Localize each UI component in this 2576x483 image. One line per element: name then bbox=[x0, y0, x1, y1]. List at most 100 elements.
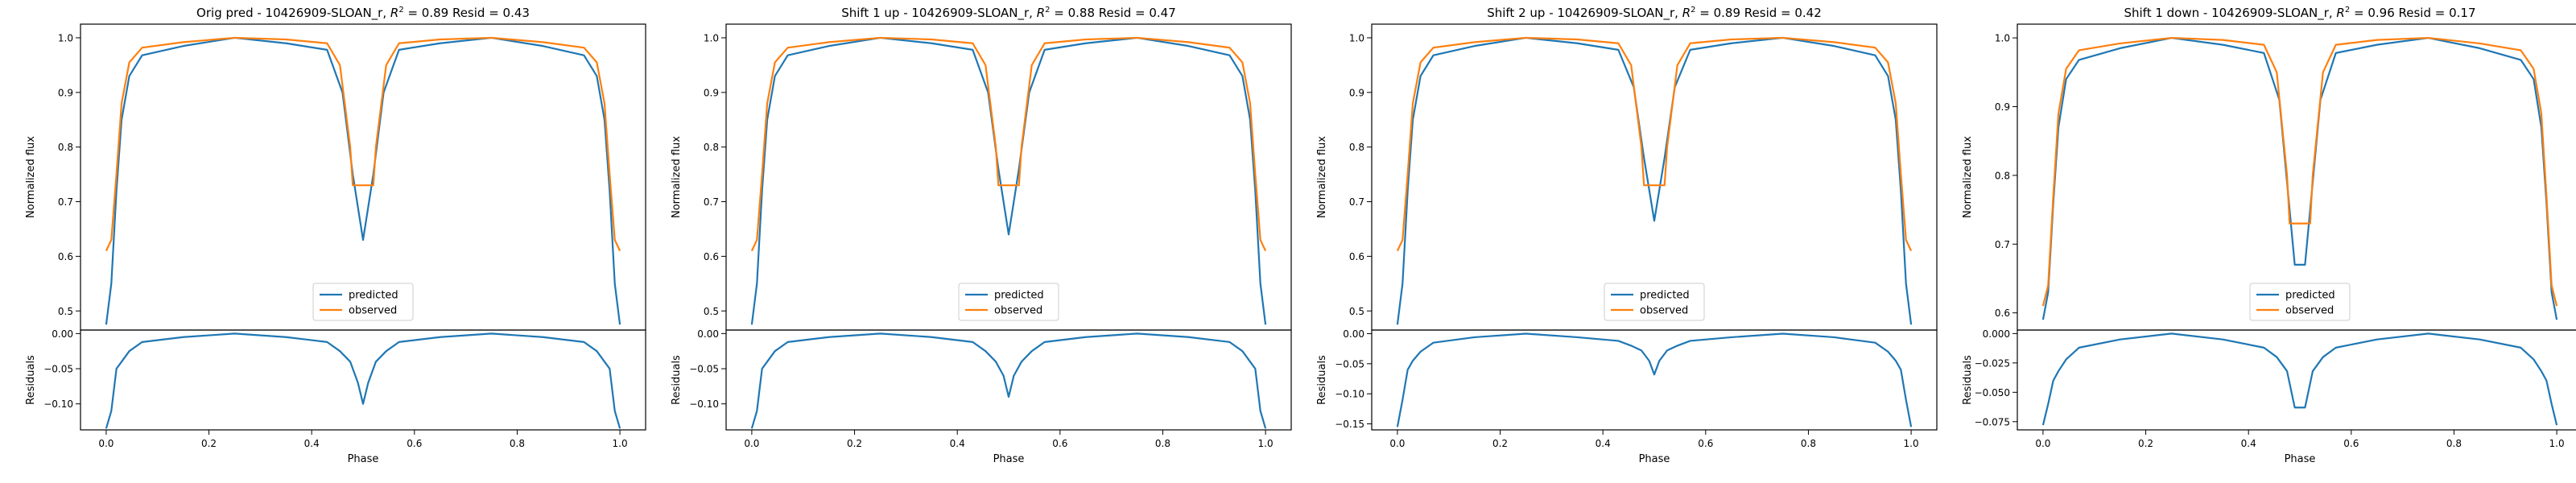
legend-label-predicted: predicted bbox=[1640, 290, 1690, 302]
flux-series-predicted bbox=[2041, 36, 2558, 320]
flux-series-observed bbox=[750, 36, 1267, 252]
flux-series-predicted bbox=[750, 36, 1267, 325]
residual-ytick-label: −0.025 bbox=[1975, 357, 2010, 369]
residual-series-residual bbox=[1396, 332, 1913, 427]
legend-label-predicted: predicted bbox=[2285, 290, 2335, 302]
xtick-label: 0.0 bbox=[98, 438, 114, 449]
xtick-label: 0.2 bbox=[201, 438, 217, 449]
flux-ytick-label: 0.6 bbox=[704, 251, 719, 262]
legend: predicted observed bbox=[2249, 283, 2351, 321]
xtick-label: 0.2 bbox=[1492, 438, 1508, 449]
residual-ytick-label: −0.050 bbox=[1975, 387, 2010, 398]
xtick-label: 0.4 bbox=[304, 438, 320, 449]
flux-series-observed bbox=[105, 36, 621, 252]
xtick-label: 0.2 bbox=[2138, 438, 2153, 449]
xtick-label: 0.4 bbox=[950, 438, 965, 449]
xtick-label: 0.8 bbox=[1155, 438, 1170, 449]
xtick-label: 1.0 bbox=[613, 438, 628, 449]
xtick-label: 0.8 bbox=[2446, 438, 2462, 449]
flux-ytick-label: 0.8 bbox=[1349, 142, 1364, 153]
legend: predicted observed bbox=[312, 283, 414, 321]
residual-ytick-label: −0.075 bbox=[1975, 416, 2010, 427]
flux-ytick-label: 0.7 bbox=[58, 196, 73, 208]
xtick-label: 0.0 bbox=[2035, 438, 2050, 449]
legend: predicted observed bbox=[958, 283, 1059, 321]
flux-ytick-label: 0.6 bbox=[1349, 251, 1364, 262]
flux-ytick-label: 0.9 bbox=[1995, 101, 2010, 113]
flux-series-observed bbox=[1396, 36, 1913, 252]
residual-ytick-label: −0.10 bbox=[1335, 389, 1364, 400]
xtick-label: 1.0 bbox=[1904, 438, 1919, 449]
residual-ytick-label: 0.00 bbox=[1343, 328, 1364, 340]
subplot-1: 0.5 0.6 0.7 0.8 0.9 1.0 Normalized flux −0.10 −0… bbox=[25, 6, 646, 465]
flux-ytick-label: 0.5 bbox=[704, 306, 719, 317]
residual-ytick-label: −0.15 bbox=[1335, 419, 1364, 430]
xtick-label: 0.4 bbox=[1596, 438, 1611, 449]
xlabel: Phase bbox=[1639, 453, 1670, 465]
legend-label-observed: observed bbox=[349, 305, 397, 317]
flux-ytick-label: 0.7 bbox=[1995, 239, 2010, 250]
flux-ytick-label: 1.0 bbox=[1349, 32, 1364, 43]
xtick-label: 0.6 bbox=[1698, 438, 1713, 449]
xtick-label: 0.8 bbox=[510, 438, 525, 449]
flux-ytick-label: 1.0 bbox=[704, 32, 719, 43]
flux-ytick-label: 0.9 bbox=[704, 87, 719, 98]
residual-axes-frame bbox=[725, 329, 1292, 431]
flux-ytick-label: 0.8 bbox=[704, 142, 719, 153]
subplot-2: 0.5 0.6 0.7 0.8 0.9 1.0 Normalized flux −0.10 −0… bbox=[671, 6, 1292, 465]
residual-ytick-label: −0.10 bbox=[43, 398, 73, 410]
legend-box bbox=[2249, 283, 2351, 321]
residual-ylabel: Residuals bbox=[1316, 355, 1328, 405]
flux-ytick-label: 0.5 bbox=[58, 306, 73, 317]
flux-ylabel: Normalized flux bbox=[25, 136, 37, 218]
residual-ylabel: Residuals bbox=[671, 355, 683, 405]
xtick-label: 1.0 bbox=[1258, 438, 1274, 449]
flux-series-predicted bbox=[105, 36, 621, 325]
flux-ylabel: Normalized flux bbox=[1316, 136, 1328, 218]
chart-title: Orig pred - 10426909-SLOAN_r, R2 = 0.89 … bbox=[196, 6, 530, 21]
flux-ytick-label: 1.0 bbox=[58, 32, 73, 43]
residual-ytick-label: −0.05 bbox=[689, 364, 719, 375]
legend-box bbox=[1604, 283, 1705, 321]
residual-ytick-label: −0.10 bbox=[689, 398, 719, 410]
flux-ytick-label: 0.9 bbox=[1349, 87, 1364, 98]
chart-title: Shift 1 down - 10426909-SLOAN_r, R2 = 0.… bbox=[2124, 6, 2475, 21]
legend-label-observed: observed bbox=[1640, 305, 1688, 317]
xtick-label: 1.0 bbox=[2549, 438, 2565, 449]
residual-axes-frame bbox=[80, 329, 646, 431]
subplot-4: 0.6 0.7 0.8 0.9 1.0 Normalized flux −0.075 −0.0… bbox=[1962, 6, 2576, 465]
subplot-3: 0.5 0.6 0.7 0.8 0.9 1.0 Normalized flux −0.15 −0… bbox=[1316, 6, 1938, 465]
xtick-label: 0.2 bbox=[847, 438, 862, 449]
xtick-label: 0.4 bbox=[2241, 438, 2256, 449]
flux-ytick-label: 0.5 bbox=[1349, 306, 1364, 317]
flux-ytick-label: 0.7 bbox=[704, 196, 719, 208]
flux-ytick-label: 0.8 bbox=[1995, 170, 2010, 181]
residual-ytick-label: −0.05 bbox=[43, 364, 73, 375]
flux-ytick-label: 1.0 bbox=[1995, 33, 2010, 44]
xlabel: Phase bbox=[2285, 453, 2316, 465]
residual-ylabel: Residuals bbox=[25, 355, 37, 405]
xtick-label: 0.0 bbox=[744, 438, 759, 449]
xlabel: Phase bbox=[348, 453, 379, 465]
residual-axes-frame bbox=[2017, 329, 2576, 431]
flux-ytick-label: 0.7 bbox=[1349, 196, 1364, 208]
legend: predicted observed bbox=[1604, 283, 1705, 321]
flux-ylabel: Normalized flux bbox=[671, 136, 683, 218]
chart-title: Shift 2 up - 10426909-SLOAN_r, R2 = 0.89… bbox=[1487, 6, 1822, 21]
legend-label-predicted: predicted bbox=[349, 290, 398, 302]
flux-ytick-label: 0.6 bbox=[1995, 308, 2010, 319]
residual-ytick-label: 0.00 bbox=[52, 328, 73, 340]
legend-box bbox=[312, 283, 414, 321]
flux-series-predicted bbox=[1396, 36, 1913, 325]
flux-series-observed bbox=[2041, 36, 2558, 307]
flux-ytick-label: 0.9 bbox=[58, 87, 73, 98]
flux-ytick-label: 0.8 bbox=[58, 142, 73, 153]
chart-title: Shift 1 up - 10426909-SLOAN_r, R2 = 0.88… bbox=[841, 6, 1176, 21]
residual-axes-frame bbox=[1371, 329, 1938, 431]
xtick-label: 0.0 bbox=[1389, 438, 1405, 449]
xlabel: Phase bbox=[993, 453, 1025, 465]
residual-series-residual bbox=[2041, 332, 2558, 426]
flux-ylabel: Normalized flux bbox=[1962, 136, 1974, 218]
legend-label-observed: observed bbox=[2285, 305, 2334, 317]
